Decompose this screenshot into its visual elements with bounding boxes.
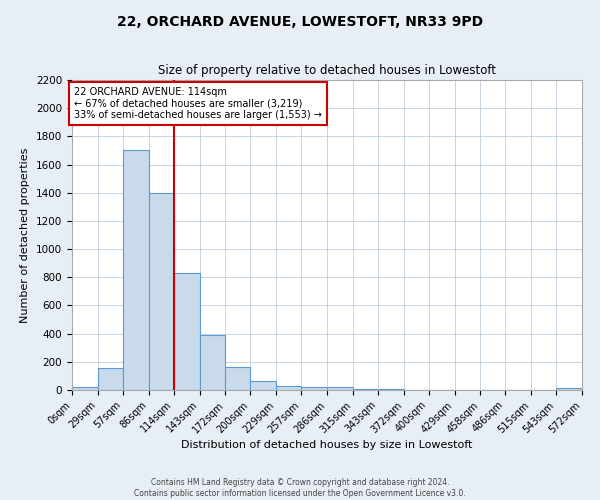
Bar [301, 387, 327, 390]
Bar [149, 192, 173, 390]
X-axis label: Distribution of detached houses by size in Lowestoft: Distribution of detached houses by size … [181, 440, 473, 450]
Y-axis label: Number of detached properties: Number of detached properties [20, 148, 31, 322]
Bar [327, 387, 353, 390]
Bar [226, 367, 250, 390]
Bar [72, 387, 98, 390]
Text: Contains HM Land Registry data © Crown copyright and database right 2024.
Contai: Contains HM Land Registry data © Crown c… [134, 478, 466, 498]
Bar [199, 335, 226, 390]
Text: 22, ORCHARD AVENUE, LOWESTOFT, NR33 9PD: 22, ORCHARD AVENUE, LOWESTOFT, NR33 9PD [117, 15, 483, 29]
Title: Size of property relative to detached houses in Lowestoft: Size of property relative to detached ho… [158, 64, 496, 78]
Bar [276, 386, 301, 390]
Bar [98, 368, 123, 390]
Text: 22 ORCHARD AVENUE: 114sqm
← 67% of detached houses are smaller (3,219)
33% of se: 22 ORCHARD AVENUE: 114sqm ← 67% of detac… [74, 87, 322, 120]
Bar [556, 388, 582, 390]
Bar [250, 381, 276, 390]
Bar [173, 273, 199, 390]
Bar [123, 150, 149, 390]
